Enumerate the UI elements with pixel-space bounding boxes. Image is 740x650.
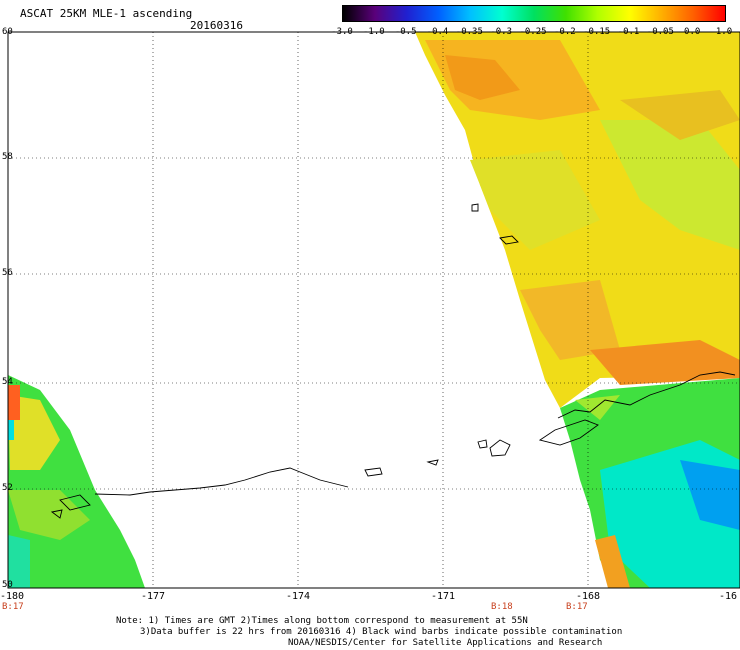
- lat-label-50: 50: [2, 580, 13, 590]
- time-label-3: B:17: [566, 602, 588, 612]
- lon-label-16: -16: [718, 591, 738, 602]
- lon-label-174: -174: [285, 591, 311, 602]
- lon-label-168: -168: [575, 591, 601, 602]
- colorbar-label: -0.3: [490, 27, 512, 37]
- colorbar-label: -0.1: [617, 27, 640, 37]
- colorbar-label: -1.0: [362, 27, 385, 37]
- lat-label-58: 58: [2, 152, 13, 162]
- coastlines: [50, 203, 736, 519]
- plot-frame: [7, 31, 740, 589]
- time-label-1: B:17: [2, 602, 24, 612]
- lon-label-171: -171: [430, 591, 456, 602]
- data-swath-southeast: [560, 378, 740, 588]
- colorbar-label: -0.05: [646, 27, 674, 37]
- colorbar-label: -3.0: [331, 27, 353, 37]
- colorbar-label: -0.2: [553, 27, 576, 37]
- map-title: ASCAT 25KM MLE-1 ascending: [20, 7, 193, 20]
- colorbar: [342, 5, 726, 22]
- colorbar-label: 0.0: [684, 27, 701, 37]
- lat-label-60: 60: [2, 27, 13, 37]
- lon-label-180: -180: [0, 591, 25, 602]
- note-line-3: NOAA/NESDIS/Center for Satellite Applica…: [288, 638, 603, 648]
- time-label-2: B:18: [491, 602, 513, 612]
- lat-label-54: 54: [2, 377, 13, 387]
- colorbar-label: -0.5: [394, 27, 417, 37]
- note-line-1: Note: 1) Times are GMT 2)Times along bot…: [116, 616, 528, 626]
- data-swath-west: [8, 375, 145, 588]
- note-line-2: 3)Data buffer is 22 hrs from 20160316 4)…: [140, 627, 623, 637]
- colorbar-label: -0.25: [519, 27, 547, 37]
- colorbar-label: 1.0: [715, 27, 733, 37]
- data-swath-east: [415, 32, 740, 408]
- map-date: 20160316: [190, 19, 243, 32]
- colorbar-label: -0.15: [583, 27, 611, 37]
- colorbar-label: -0.35: [455, 27, 483, 37]
- gridlines: [8, 32, 740, 588]
- lat-label-52: 52: [2, 483, 13, 493]
- lon-label-177: -177: [140, 591, 166, 602]
- colorbar-label: -0.4: [426, 27, 449, 37]
- lat-label-56: 56: [2, 268, 13, 278]
